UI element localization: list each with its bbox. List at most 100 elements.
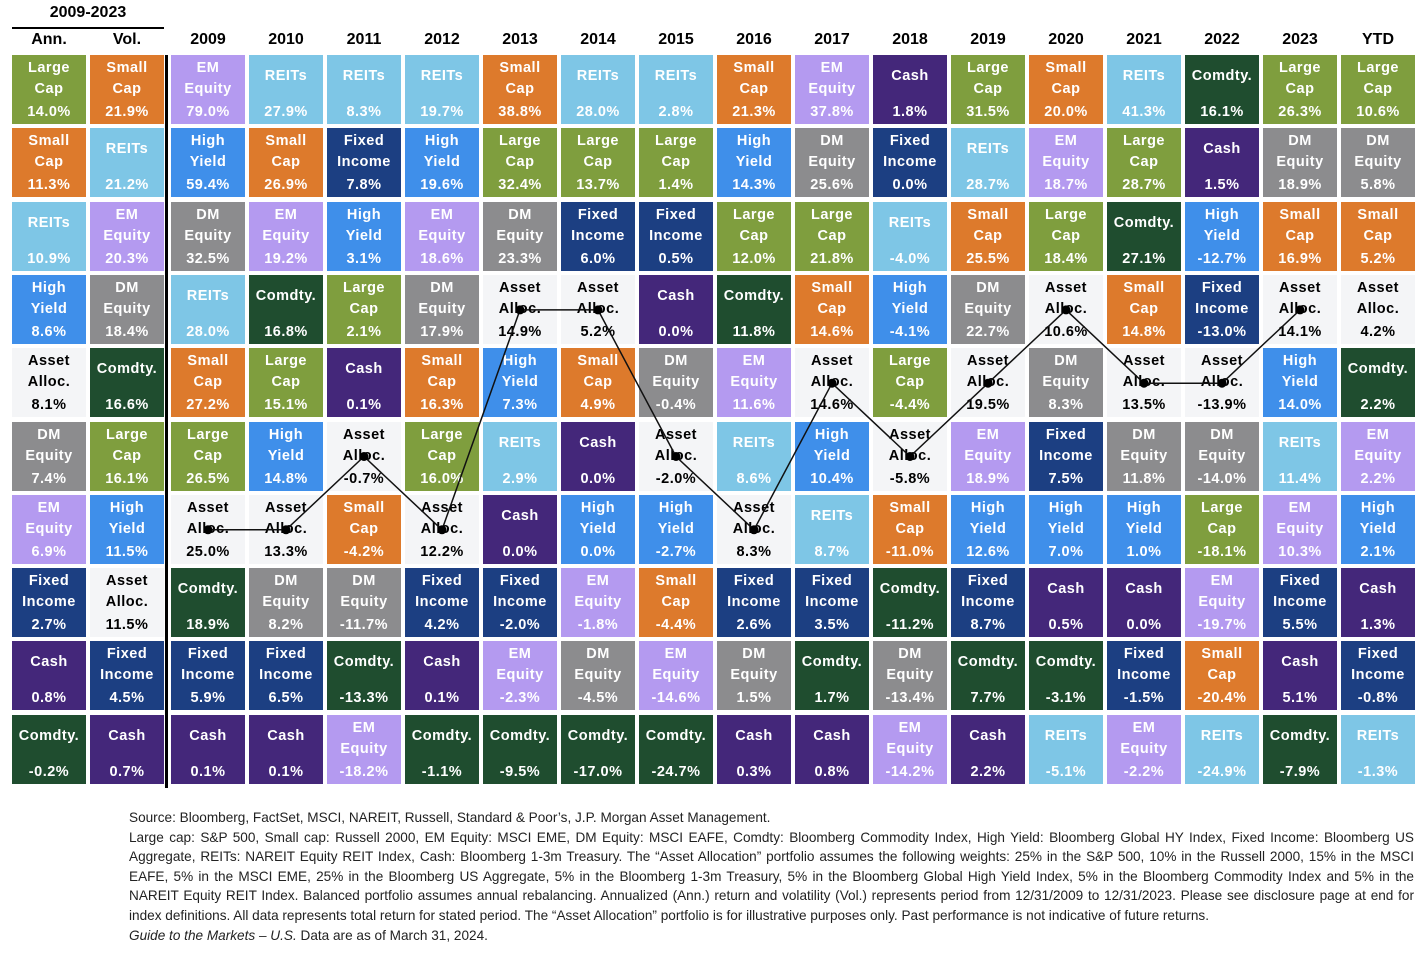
asset-class-label: Fixed Income bbox=[727, 573, 781, 611]
cell-high-yield: High Yield -12.7% bbox=[1185, 201, 1259, 271]
cell-fixed-income: Fixed Income 0.0% bbox=[873, 128, 947, 198]
cell-fixed-income: Fixed Income 8.7% bbox=[951, 568, 1025, 638]
cell-high-yield: High Yield 8.6% bbox=[12, 274, 86, 344]
return-value: -3.1% bbox=[1045, 690, 1087, 707]
cell-cash: Cash 0.8% bbox=[12, 641, 86, 711]
cell-large-cap: Large Cap 14.0% bbox=[12, 55, 86, 124]
return-value: 11.3% bbox=[27, 177, 71, 194]
return-value: 14.0% bbox=[27, 104, 71, 120]
return-value: 11.8% bbox=[1122, 470, 1166, 487]
return-value: 19.6% bbox=[420, 177, 464, 194]
cell-small-cap: Small Cap 21.3% bbox=[717, 55, 791, 124]
asset-class-label: Small Cap bbox=[1123, 279, 1165, 317]
cell-cash: Cash 0.5% bbox=[1029, 568, 1103, 638]
return-value: -13.0% bbox=[1197, 323, 1247, 340]
cell-cash: Cash 0.0% bbox=[1107, 568, 1181, 638]
asset-class-label: Large Cap bbox=[1357, 60, 1399, 97]
return-value: 10.6% bbox=[1356, 104, 1400, 120]
cell-em-equity: EM Equity 19.2% bbox=[249, 201, 323, 271]
asset-class-label: Fixed Income bbox=[961, 573, 1015, 611]
return-value: 4.5% bbox=[109, 690, 145, 707]
return-value: 18.7% bbox=[1044, 177, 1088, 194]
return-value: 1.5% bbox=[1204, 177, 1240, 194]
cell-dm-equity: DM Equity -0.4% bbox=[639, 348, 713, 418]
cell-asset-alloc: Asset Alloc. -13.9% bbox=[1185, 348, 1259, 418]
cell-asset-alloc: Asset Alloc. 14.1% bbox=[1263, 274, 1337, 344]
return-value: 13.3% bbox=[264, 543, 308, 560]
asset-class-label: Small Cap bbox=[655, 573, 697, 611]
asset-class-label: Comdty. bbox=[411, 727, 473, 744]
return-value: -24.9% bbox=[1197, 763, 1247, 780]
asset-class-label: Fixed Income bbox=[181, 646, 235, 684]
return-value: 5.2% bbox=[1360, 250, 1396, 267]
asset-class-label: Large Cap bbox=[733, 206, 775, 244]
cell-comdty: Comdty. 16.1% bbox=[1185, 55, 1259, 124]
cell-reits: REITs 21.2% bbox=[90, 128, 164, 198]
cell-dm-equity: DM Equity 18.4% bbox=[90, 274, 164, 344]
asset-class-label: High Yield bbox=[1281, 353, 1319, 391]
asset-class-label: Asset Alloc. bbox=[1122, 353, 1166, 391]
cell-dm-equity: DM Equity -14.0% bbox=[1185, 421, 1259, 491]
cell-asset-alloc: Asset Alloc. 11.5% bbox=[90, 568, 164, 638]
cell-large-cap: Large Cap -18.1% bbox=[1185, 494, 1259, 564]
cell-asset-alloc: Asset Alloc. 10.6% bbox=[1029, 274, 1103, 344]
cell-small-cap: Small Cap 21.9% bbox=[90, 55, 164, 124]
cell-fixed-income: Fixed Income -0.8% bbox=[1341, 641, 1415, 711]
return-value: 0.1% bbox=[190, 763, 226, 780]
asset-class-label: Large Cap bbox=[1279, 60, 1321, 97]
return-value: 19.7% bbox=[420, 104, 464, 120]
cell-high-yield: High Yield 0.0% bbox=[561, 494, 635, 564]
cell-cash: Cash 0.0% bbox=[561, 421, 635, 491]
return-value: 37.8% bbox=[810, 104, 854, 120]
cell-high-yield: High Yield 10.4% bbox=[795, 421, 869, 491]
asset-class-label: Asset Alloc. bbox=[264, 499, 308, 537]
cell-fixed-income: Fixed Income 6.0% bbox=[561, 201, 635, 271]
asset-class-label: Asset Alloc. bbox=[498, 279, 542, 317]
return-value: 10.3% bbox=[1278, 543, 1322, 560]
cell-comdty: Comdty. -24.7% bbox=[639, 714, 713, 784]
return-value: 12.2% bbox=[420, 543, 464, 560]
return-value: 8.2% bbox=[268, 617, 304, 634]
asset-class-label: Cash bbox=[657, 287, 695, 304]
asset-class-label: Asset Alloc. bbox=[810, 353, 854, 391]
column-header-2014: 2014 bbox=[580, 31, 616, 48]
return-value: -17.0% bbox=[573, 763, 623, 780]
column-header-vol: Vol. bbox=[112, 31, 142, 48]
asset-class-label: High Yield bbox=[1203, 206, 1241, 244]
cell-dm-equity: DM Equity -11.7% bbox=[327, 568, 401, 638]
column-header-2010: 2010 bbox=[268, 31, 304, 48]
return-value: 0.8% bbox=[814, 763, 850, 780]
cell-cash: Cash 0.1% bbox=[249, 714, 323, 784]
return-value: 10.4% bbox=[810, 470, 854, 487]
asset-class-label: Fixed Income bbox=[1117, 646, 1171, 684]
asset-class-label: Asset Alloc. bbox=[186, 499, 230, 537]
return-value: 1.8% bbox=[892, 104, 928, 120]
asset-class-label: Asset Alloc. bbox=[576, 279, 620, 317]
asset-class-label: Cash bbox=[501, 507, 539, 524]
return-value: 28.7% bbox=[1122, 177, 1166, 194]
return-value: 26.9% bbox=[264, 177, 308, 194]
return-value: -1.3% bbox=[1357, 763, 1399, 780]
cell-fixed-income: Fixed Income 4.2% bbox=[405, 568, 479, 638]
period-header: 2009-2023 bbox=[49, 4, 127, 21]
cell-reits: REITs 28.0% bbox=[561, 55, 635, 124]
return-value: 27.1% bbox=[1122, 250, 1166, 267]
cell-comdty: Comdty. 11.8% bbox=[717, 274, 791, 344]
cell-large-cap: Large Cap 1.4% bbox=[639, 128, 713, 198]
cell-asset-alloc: Asset Alloc. 12.2% bbox=[405, 494, 479, 564]
return-value: 2.2% bbox=[1360, 470, 1396, 487]
cell-comdty: Comdty. -13.3% bbox=[327, 641, 401, 711]
return-value: 16.9% bbox=[1278, 250, 1322, 267]
cell-reits: REITs 28.7% bbox=[951, 128, 1025, 198]
cell-dm-equity: DM Equity -13.4% bbox=[873, 641, 947, 711]
return-value: 16.6% bbox=[105, 397, 149, 414]
return-value: 6.5% bbox=[268, 690, 304, 707]
cell-large-cap: Large Cap 16.1% bbox=[90, 421, 164, 491]
cell-fixed-income: Fixed Income 6.5% bbox=[249, 641, 323, 711]
asset-class-label: Fixed Income bbox=[1273, 573, 1327, 611]
asset-class-label: REITs bbox=[654, 68, 698, 84]
return-value: 1.3% bbox=[1360, 617, 1396, 634]
column-header-2019: 2019 bbox=[970, 31, 1006, 48]
asset-class-label: Comdty. bbox=[1113, 214, 1175, 231]
cell-em-equity: EM Equity 2.2% bbox=[1341, 421, 1415, 491]
